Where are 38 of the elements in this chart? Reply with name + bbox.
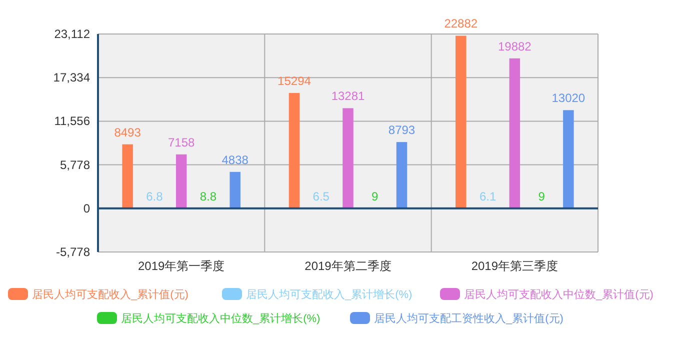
data-label: 9 [538,189,546,204]
x-tick-label: 2019年第二季度 [304,259,392,273]
data-label: 8493 [114,125,142,140]
data-label: 6.1 [479,189,496,204]
legend-label: 居民人均可支配收入中位数_累计值(元) [464,288,654,301]
data-label: 19882 [498,39,532,54]
data-label: 15294 [278,74,312,88]
bar [396,142,408,208]
legend-label: 居民人均可支配收入_累计增长(%) [246,288,412,301]
y-tick-label: 5,778 [60,158,90,172]
data-label: 4838 [222,152,249,167]
legend-label: 居民人均可支配工资性收入_累计值(元) [374,312,564,325]
x-tick-label: 2019年第一季度 [138,259,225,273]
data-label: 8.8 [200,189,217,204]
y-tick-label: -5,778 [56,245,90,259]
data-label: 6.8 [146,189,164,204]
data-label: 9 [372,189,379,204]
x-tick-label: 2019年第三季度 [471,259,558,273]
data-label: 13020 [552,91,586,106]
y-tick-label: 0 [83,201,90,216]
bar [456,36,466,208]
bar [230,172,240,208]
data-label: 8793 [388,123,416,138]
data-label: 6.5 [312,189,330,204]
y-tick-label: 17,334 [53,70,90,85]
bar [509,58,520,208]
bar [122,144,133,208]
y-tick-label: 11,556 [54,114,90,128]
legend-label: 居民人均可支配收入中位数_累计增长(%) [121,312,320,325]
bar [288,92,300,208]
bar [563,110,574,208]
bar [176,154,187,208]
bar [342,108,354,208]
data-label: 13281 [331,89,366,104]
legend-label: 居民人均可支配收入_累计值(元) [32,288,188,301]
y-tick-label: 23,112 [54,27,90,41]
data-label: 22882 [444,16,478,31]
data-label: 7158 [168,135,196,150]
